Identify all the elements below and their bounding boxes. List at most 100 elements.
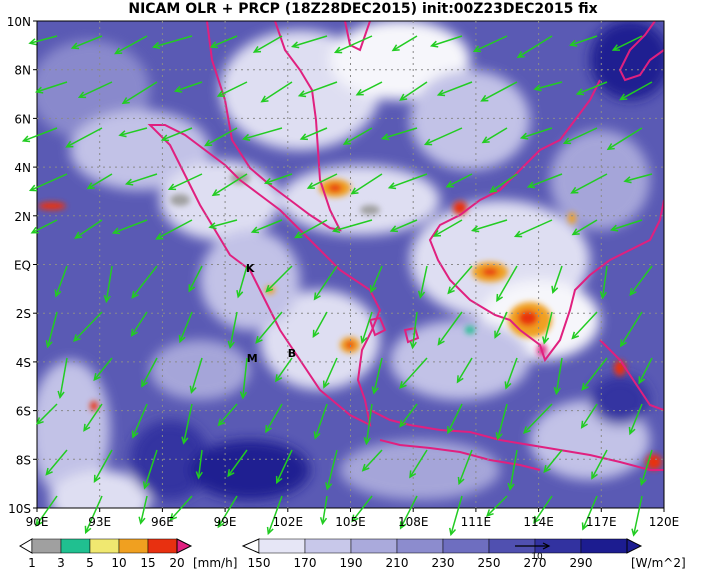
wind-vector-head [260, 95, 269, 103]
olr-cbar-tick: 290 [570, 556, 593, 570]
lat-label: 4S [16, 356, 31, 370]
precip-cbar-tick: 5 [86, 556, 94, 570]
wind-vector-head [494, 330, 501, 339]
map-title: NICAM OLR + PRCP (18Z28DEC2015) init:00Z… [128, 1, 598, 17]
wind-vector-head [45, 340, 53, 349]
wind-vector [122, 81, 158, 104]
wind-vector-head [217, 520, 225, 529]
wind-vector [252, 219, 283, 233]
wind-vector-head [504, 381, 512, 390]
lon-label: 120E [649, 515, 680, 529]
wind-vector-head [265, 284, 274, 293]
wind-vector-head [581, 522, 589, 531]
wind-vector [30, 173, 68, 191]
wind-vector [83, 403, 103, 431]
lat-label: 4N [14, 161, 31, 175]
wind-vector [295, 219, 328, 239]
wind-vector-head [250, 226, 260, 234]
wind-vector [307, 173, 338, 189]
wind-vector-head [84, 525, 92, 535]
wind-vector [543, 449, 563, 473]
olr-cbar-tick: 190 [340, 556, 363, 570]
wind-vector-head [553, 386, 561, 396]
wind-vector [217, 495, 238, 528]
wind-vector [321, 495, 328, 524]
wind-vector-head [36, 417, 44, 425]
wind-vector [105, 265, 113, 302]
wind-vector [611, 219, 643, 231]
wind-vector [29, 35, 58, 44]
wind-vector-head [312, 329, 320, 338]
precip-cbar-swatch [118, 538, 149, 554]
wind-vector [131, 311, 148, 336]
wind-vector-head [391, 44, 400, 52]
wind-vector-head [216, 90, 225, 97]
wind-vector-head [299, 133, 308, 141]
wind-vector [438, 81, 473, 96]
wind-vector-head [130, 328, 138, 337]
wind-vector [66, 127, 103, 148]
wind-vector [632, 495, 643, 536]
wind-vector [505, 357, 518, 389]
wind-vector [255, 311, 283, 344]
wind-vector [72, 35, 103, 49]
station-marker-m: M [247, 352, 258, 365]
wind-vector [620, 311, 643, 347]
wind-vector-head [322, 380, 330, 389]
wind-vector [612, 35, 643, 51]
wind-vector-head [481, 136, 490, 144]
wind-vector [162, 127, 193, 141]
wind-vector [419, 265, 428, 298]
wind-vector-head [290, 41, 300, 49]
olr-cbar-swatch [258, 538, 306, 554]
wind-vector [170, 495, 193, 521]
wind-vector-head [195, 471, 203, 480]
wind-vector [533, 495, 553, 523]
wind-vector-head [73, 334, 81, 342]
wind-vector [35, 495, 58, 526]
wind-vector-head [606, 143, 615, 151]
wind-vector [179, 311, 193, 342]
wind-vector-head [266, 526, 274, 536]
wind-vector [351, 173, 383, 195]
wind-vector [46, 311, 58, 347]
wind-vector [450, 495, 463, 535]
lon-label: 117E [586, 515, 617, 529]
wind-vector [582, 495, 598, 530]
wind-vector [361, 311, 373, 343]
wind-vector [217, 81, 248, 97]
wind-vector-head [486, 509, 494, 517]
wind-vector-head [151, 41, 161, 49]
olr-cbar-min-arrow [241, 538, 260, 554]
precip-cbar-min-arrow [19, 538, 33, 554]
wind-vector-head [239, 391, 248, 400]
wind-vector [425, 127, 463, 145]
wind-vector-head [118, 130, 127, 138]
wind-vector [577, 81, 608, 95]
wind-vector-head [178, 334, 186, 344]
wind-vector-head [638, 376, 646, 385]
wind-vector [300, 127, 328, 140]
lon-label: 96E [151, 515, 174, 529]
lat-label: 2N [14, 210, 31, 224]
wind-vector-head [533, 515, 541, 524]
wind-vector [521, 127, 553, 139]
wind-vector-head [21, 135, 31, 143]
wind-vector [242, 357, 248, 398]
wind-vector [496, 265, 518, 302]
wind-vector-head [241, 133, 251, 141]
lat-label: 6N [14, 112, 31, 126]
wind-vector-head [274, 374, 283, 383]
wind-vector [515, 219, 553, 237]
wind-vector [481, 81, 518, 102]
wind-vector-head [211, 189, 220, 197]
wind-vector-head [83, 423, 91, 432]
wind-vector [314, 403, 328, 439]
wind-vector-head [333, 46, 343, 54]
wind-vector [629, 403, 643, 434]
wind-vector [23, 127, 58, 142]
reference-vector-head [542, 542, 551, 550]
lat-label: 8N [14, 64, 31, 78]
wind-vector [523, 403, 553, 434]
wind-vector [509, 449, 518, 490]
